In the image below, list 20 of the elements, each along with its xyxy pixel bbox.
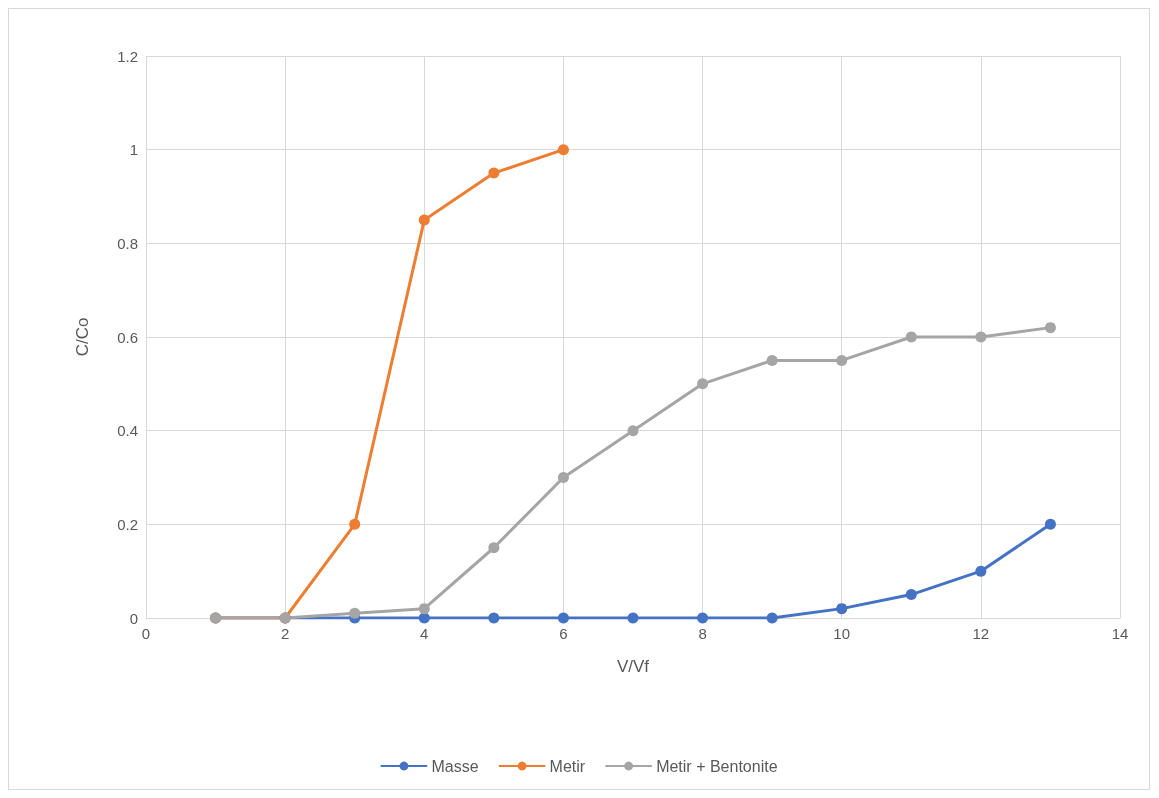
x-tick-label: 12 [972, 625, 990, 642]
x-axis-title: V/Vf [616, 657, 650, 676]
x-tick-label: 14 [1111, 625, 1129, 642]
x-tick-label: 10 [833, 625, 851, 642]
legend-label: Masse [431, 757, 479, 775]
y-tick-label: 0.2 [117, 515, 138, 533]
y-tick-label: 0.8 [117, 234, 138, 252]
x-tick-label: 2 [280, 625, 290, 642]
y-tick-label: 0.4 [117, 422, 138, 440]
x-tick-label: 8 [698, 625, 707, 642]
legend-label: Metir [549, 757, 586, 775]
y-tick-label: 0 [129, 609, 138, 627]
x-tick-label: 6 [559, 625, 568, 642]
y-tick-label: 1 [129, 141, 138, 159]
y-tick-label: 1.2 [117, 47, 138, 65]
x-tick-label: 4 [420, 625, 429, 642]
legend-label: Metir + Bentonite [656, 757, 778, 775]
y-tick-label: 0.6 [117, 328, 138, 346]
x-tick-label: 0 [141, 625, 151, 642]
y-axis-title: C/Co [73, 317, 92, 357]
